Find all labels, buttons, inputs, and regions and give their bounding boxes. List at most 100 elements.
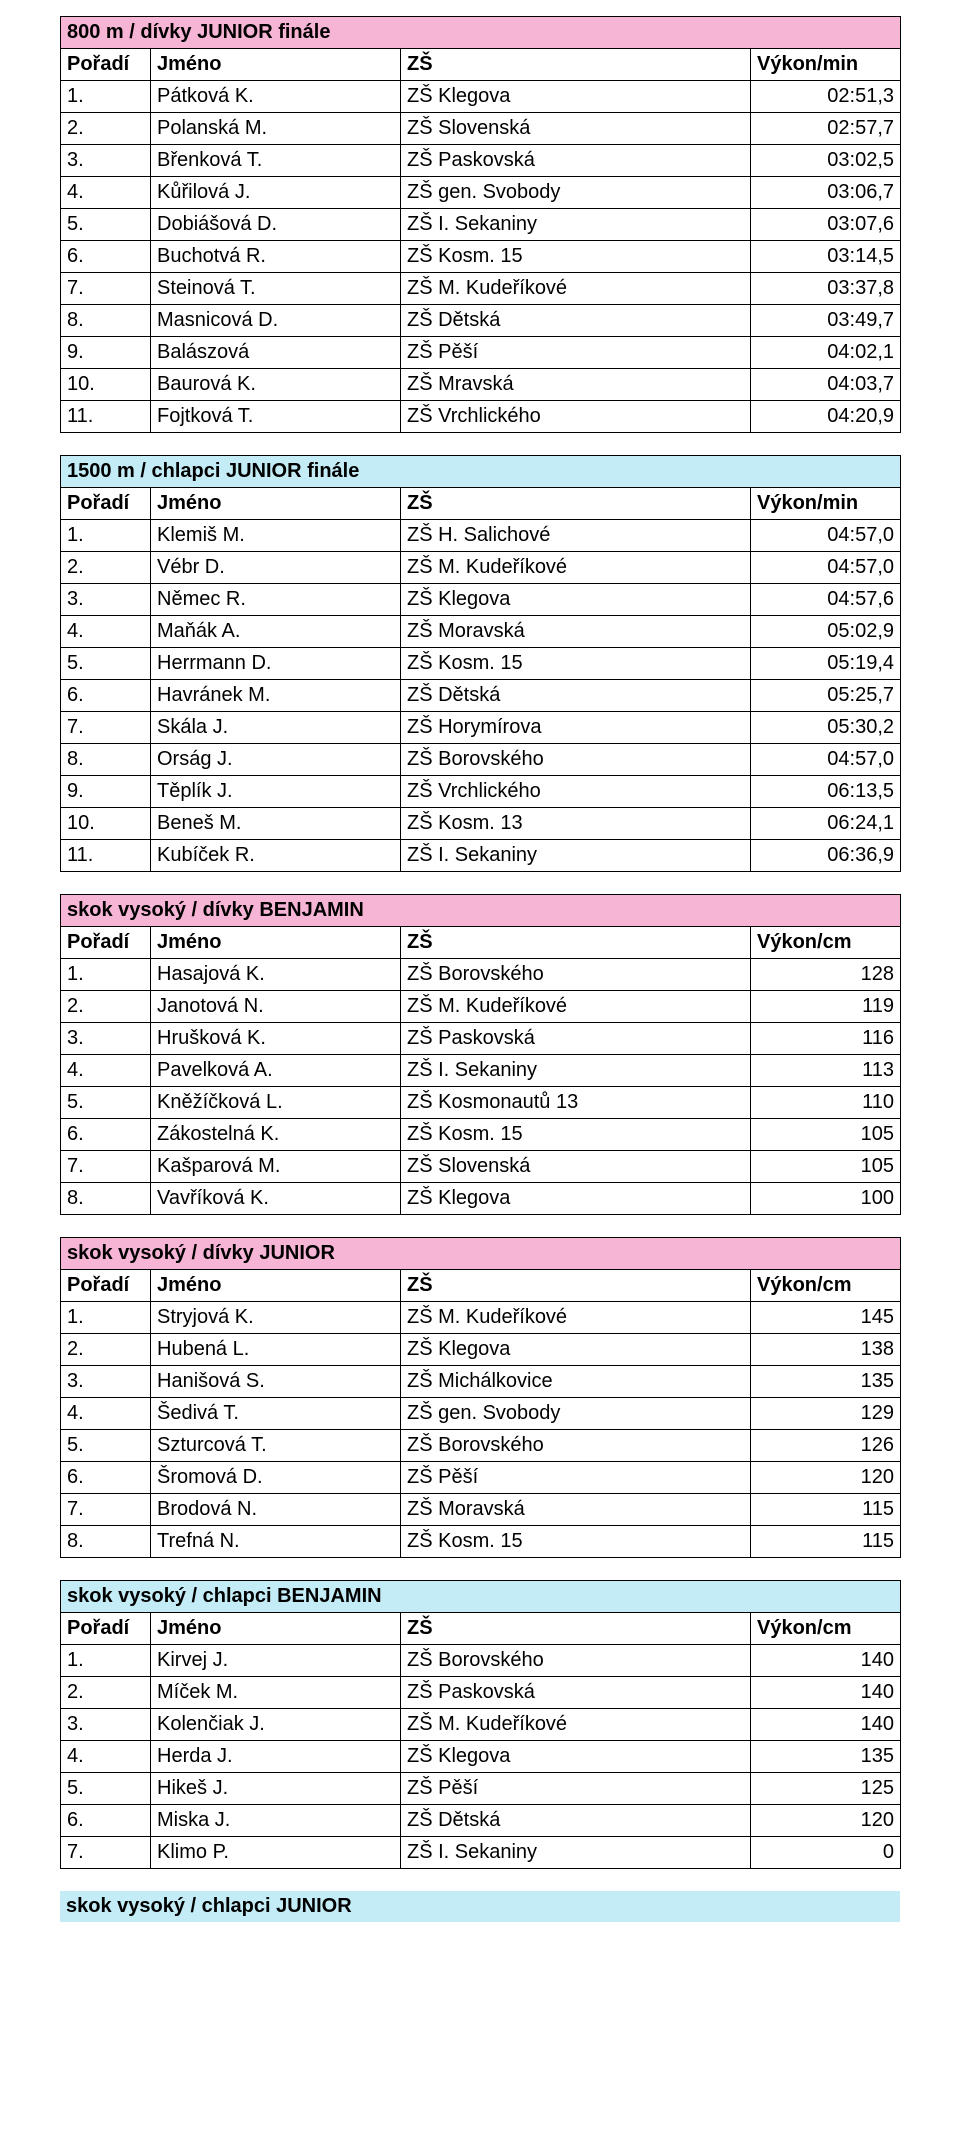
cell-perf: 115	[751, 1494, 901, 1526]
cell-rank: 4.	[61, 616, 151, 648]
cell-name: Vébr D.	[151, 552, 401, 584]
cell-perf: 105	[751, 1119, 901, 1151]
cell-name: Janotová N.	[151, 991, 401, 1023]
table-row: 7.Skála J.ZŠ Horymírova05:30,2	[61, 712, 901, 744]
cell-school: ZŠ Mravská	[401, 369, 751, 401]
cell-name: Těplík J.	[151, 776, 401, 808]
table-row: 2.Vébr D.ZŠ M. Kudeříkové04:57,0	[61, 552, 901, 584]
cell-school: ZŠ I. Sekaniny	[401, 209, 751, 241]
cell-name: Šedivá T.	[151, 1398, 401, 1430]
cell-name: Buchotvá R.	[151, 241, 401, 273]
section-title: skok vysoký / chlapci BENJAMIN	[61, 1581, 901, 1613]
cell-rank: 3.	[61, 145, 151, 177]
cell-school: ZŠ Dětská	[401, 1805, 751, 1837]
cell-rank: 6.	[61, 680, 151, 712]
col-rank-header: Pořadí	[61, 927, 151, 959]
cell-school: ZŠ gen. Svobody	[401, 1398, 751, 1430]
cell-perf: 140	[751, 1677, 901, 1709]
cell-rank: 3.	[61, 584, 151, 616]
cell-name: Balászová	[151, 337, 401, 369]
cell-rank: 5.	[61, 1773, 151, 1805]
cell-rank: 3.	[61, 1709, 151, 1741]
cell-name: Vavříková K.	[151, 1183, 401, 1215]
col-name-header: Jméno	[151, 1613, 401, 1645]
section-header-table: skok vysoký / dívky JUNIORPořadíJménoZŠV…	[60, 1237, 901, 1558]
cell-rank: 8.	[61, 305, 151, 337]
cell-perf: 05:02,9	[751, 616, 901, 648]
cell-rank: 9.	[61, 776, 151, 808]
cell-school: ZŠ Paskovská	[401, 1023, 751, 1055]
cell-rank: 1.	[61, 1302, 151, 1334]
cell-name: Steinová T.	[151, 273, 401, 305]
cell-name: Míček M.	[151, 1677, 401, 1709]
cell-name: Kolenčiak J.	[151, 1709, 401, 1741]
cell-name: Hasajová K.	[151, 959, 401, 991]
col-perf-header: Výkon/cm	[751, 927, 901, 959]
cell-rank: 4.	[61, 1055, 151, 1087]
col-rank-header: Pořadí	[61, 49, 151, 81]
cell-name: Baurová K.	[151, 369, 401, 401]
table-row: 7.Brodová N.ZŠ Moravská115	[61, 1494, 901, 1526]
cell-rank: 1.	[61, 959, 151, 991]
cell-school: ZŠ Moravská	[401, 616, 751, 648]
cell-perf: 03:02,5	[751, 145, 901, 177]
cell-perf: 113	[751, 1055, 901, 1087]
table-row: 11.Kubíček R.ZŠ I. Sekaniny06:36,9	[61, 840, 901, 872]
cell-name: Trefná N.	[151, 1526, 401, 1558]
table-row: 6.Šromová D.ZŠ Pěší120	[61, 1462, 901, 1494]
cell-school: ZŠ Klegova	[401, 81, 751, 113]
cell-school: ZŠ gen. Svobody	[401, 177, 751, 209]
table-row: 10.Baurová K.ZŠ Mravská04:03,7	[61, 369, 901, 401]
cell-school: ZŠ Kosm. 15	[401, 648, 751, 680]
cell-school: ZŠ Borovského	[401, 1430, 751, 1462]
cell-rank: 9.	[61, 337, 151, 369]
cell-perf: 129	[751, 1398, 901, 1430]
cell-rank: 2.	[61, 1677, 151, 1709]
col-school-header: ZŠ	[401, 488, 751, 520]
cell-name: Břenková T.	[151, 145, 401, 177]
cell-rank: 11.	[61, 840, 151, 872]
cell-perf: 138	[751, 1334, 901, 1366]
cell-school: ZŠ M. Kudeříkové	[401, 991, 751, 1023]
cell-school: ZŠ Pěší	[401, 337, 751, 369]
cell-perf: 03:07,6	[751, 209, 901, 241]
cell-school: ZŠ Klegova	[401, 1183, 751, 1215]
cell-perf: 100	[751, 1183, 901, 1215]
section-gap	[60, 433, 900, 455]
cell-school: ZŠ Borovského	[401, 959, 751, 991]
col-perf-header: Výkon/cm	[751, 1270, 901, 1302]
cell-perf: 115	[751, 1526, 901, 1558]
cell-name: Orság J.	[151, 744, 401, 776]
cell-perf: 03:14,5	[751, 241, 901, 273]
section-header-table: skok vysoký / dívky BENJAMINPořadíJménoZ…	[60, 894, 901, 1215]
cell-school: ZŠ Paskovská	[401, 145, 751, 177]
table-row: 8.Trefná N.ZŠ Kosm. 15115	[61, 1526, 901, 1558]
cell-school: ZŠ Kosm. 13	[401, 808, 751, 840]
cell-school: ZŠ I. Sekaniny	[401, 1055, 751, 1087]
table-row: 6.Zákostelná K.ZŠ Kosm. 15105	[61, 1119, 901, 1151]
cell-perf: 04:03,7	[751, 369, 901, 401]
cell-school: ZŠ Pěší	[401, 1773, 751, 1805]
table-row: 4.Pavelková A.ZŠ I. Sekaniny113	[61, 1055, 901, 1087]
cell-rank: 6.	[61, 1119, 151, 1151]
cell-perf: 0	[751, 1837, 901, 1869]
cell-rank: 2.	[61, 552, 151, 584]
cell-name: Maňák A.	[151, 616, 401, 648]
cell-perf: 120	[751, 1462, 901, 1494]
table-row: 3.Kolenčiak J.ZŠ M. Kudeříkové140	[61, 1709, 901, 1741]
table-row: 1.Stryjová K.ZŠ M. Kudeříkové145	[61, 1302, 901, 1334]
cell-school: ZŠ Klegova	[401, 1334, 751, 1366]
cell-school: ZŠ Klegova	[401, 584, 751, 616]
cell-perf: 05:25,7	[751, 680, 901, 712]
cell-name: Miska J.	[151, 1805, 401, 1837]
cell-perf: 06:13,5	[751, 776, 901, 808]
cell-school: ZŠ Dětská	[401, 305, 751, 337]
table-row: 9.BalászováZŠ Pěší04:02,1	[61, 337, 901, 369]
table-row: 3.Hrušková K.ZŠ Paskovská116	[61, 1023, 901, 1055]
cell-school: ZŠ Dětská	[401, 680, 751, 712]
table-row: 4.Maňák A.ZŠ Moravská05:02,9	[61, 616, 901, 648]
table-row: 7.Kašparová M.ZŠ Slovenská105	[61, 1151, 901, 1183]
table-row: 5.Szturcová T.ZŠ Borovského126	[61, 1430, 901, 1462]
cell-name: Hikeš J.	[151, 1773, 401, 1805]
cell-perf: 05:19,4	[751, 648, 901, 680]
